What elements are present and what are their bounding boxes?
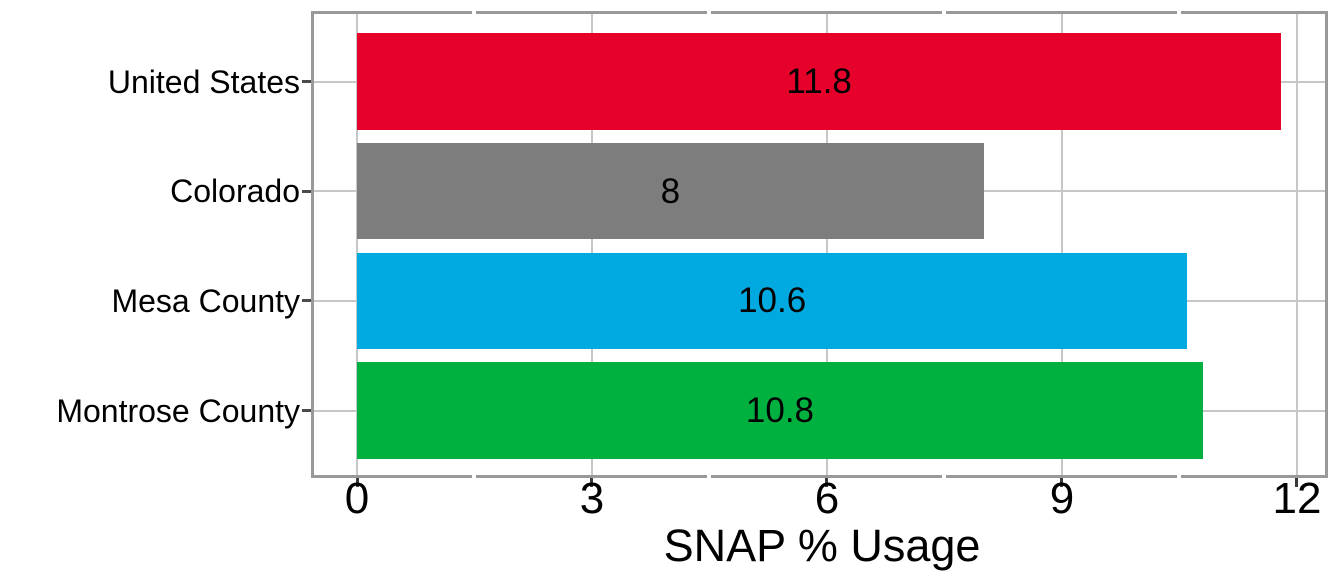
- bar-mesa-county: 10.6: [357, 252, 1188, 350]
- bar-colorado: 8: [357, 142, 984, 240]
- bar-value-label: 10.8: [745, 391, 815, 431]
- bar-value-label: 11.8: [786, 62, 852, 101]
- x-axis-tick-label: 12: [1272, 474, 1322, 523]
- y-axis-tick: [302, 189, 311, 193]
- y-axis-category-label: United States: [107, 63, 300, 100]
- minor-tick-notch-top: [707, 10, 712, 14]
- bar-value-label: 8: [660, 171, 681, 211]
- gridline-vertical: [356, 13, 358, 475]
- x-axis-tick-label: 9: [1049, 474, 1075, 523]
- gridline-vertical: [1295, 13, 1298, 475]
- y-axis-tick: [302, 299, 311, 303]
- x-axis-tick-label: 3: [579, 474, 605, 523]
- y-axis-category-label: Colorado: [170, 173, 300, 210]
- minor-tick-notch-top: [472, 10, 477, 14]
- y-axis-tick: [302, 409, 311, 413]
- minor-tick-notch-bottom: [472, 474, 477, 478]
- x-axis-tick-label: 6: [814, 474, 840, 523]
- minor-tick-notch-top: [942, 10, 947, 14]
- x-axis-tick: [1295, 477, 1299, 487]
- y-axis-tick: [302, 80, 311, 83]
- x-axis-tick: [355, 477, 359, 487]
- minor-tick-notch-bottom: [707, 474, 712, 478]
- x-axis-tick: [590, 477, 594, 487]
- y-axis-category-label: Mesa County: [111, 282, 300, 319]
- x-axis-tick: [1060, 477, 1064, 487]
- gridline-vertical: [825, 13, 828, 475]
- bar-united-states: 11.8: [357, 33, 1282, 130]
- x-axis-tick-label: 0: [344, 474, 370, 523]
- bar-value-label: 10.6: [738, 281, 807, 321]
- minor-tick-notch-bottom: [942, 474, 947, 478]
- gridline-vertical: [590, 13, 593, 475]
- y-axis-category-label: Montrose County: [56, 392, 300, 429]
- minor-tick-notch-top: [1177, 10, 1182, 14]
- bar-montrose-county: 10.8: [357, 362, 1203, 459]
- x-axis-tick: [825, 477, 829, 487]
- gridline-vertical: [1060, 13, 1063, 475]
- minor-tick-notch-bottom: [1177, 474, 1182, 478]
- x-axis-title: SNAP % Usage: [663, 520, 981, 571]
